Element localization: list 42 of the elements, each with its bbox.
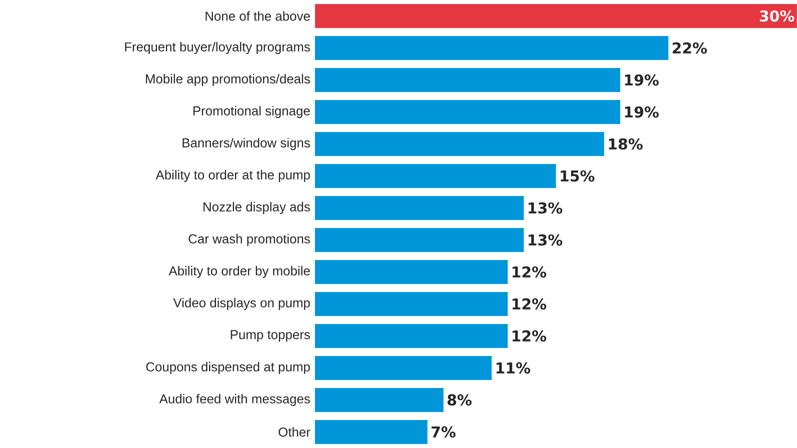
bar (314, 260, 508, 284)
bar (314, 4, 797, 28)
y-tick-label: Other (278, 427, 310, 437)
bar (314, 196, 524, 220)
data-label: 30% (760, 10, 794, 22)
bar (314, 388, 444, 412)
bar (314, 36, 668, 60)
y-tick-label: Promotional signage (193, 106, 310, 118)
data-label: 13% (528, 234, 562, 246)
bar (314, 324, 508, 348)
y-tick-label: Ability to order by mobile (168, 266, 310, 278)
y-tick-label: Nozzle display ads (204, 202, 310, 214)
data-label: 8% (448, 394, 472, 406)
data-label: 13% (528, 202, 562, 214)
data-label: 18% (609, 138, 643, 150)
bar (314, 228, 524, 252)
bar (314, 356, 492, 380)
y-tick-label: None of the above (206, 11, 310, 21)
y-tick-label: Coupons dispensed at pump (146, 362, 310, 374)
data-label: 12% (512, 298, 546, 310)
bar (314, 68, 620, 92)
data-label: 19% (625, 74, 659, 86)
y-tick-label: Car wash promotions (188, 234, 310, 246)
y-tick-label: Pump toppers (230, 330, 310, 342)
data-label: 12% (512, 330, 546, 342)
data-label: 15% (560, 170, 594, 182)
y-tick-label: Mobile app promotions/deals (146, 74, 310, 86)
data-label: 22% (672, 42, 707, 54)
data-label: 11% (496, 362, 530, 374)
bar (314, 292, 508, 316)
bar (314, 420, 428, 444)
y-tick-label: Ability to order at the pump (156, 170, 310, 182)
bar (314, 100, 620, 124)
data-label: 7% (432, 426, 456, 438)
y-tick-label: Banners/window signs (182, 138, 310, 150)
data-label: 12% (512, 266, 546, 278)
data-label: 19% (625, 106, 659, 118)
y-tick-label: Video displays on pump (173, 298, 310, 310)
y-tick-label: Frequent buyer/loyalty programs (125, 42, 310, 54)
bar (314, 132, 604, 156)
y-tick-label: Audio feed with messages (159, 394, 310, 406)
bar (314, 164, 556, 188)
